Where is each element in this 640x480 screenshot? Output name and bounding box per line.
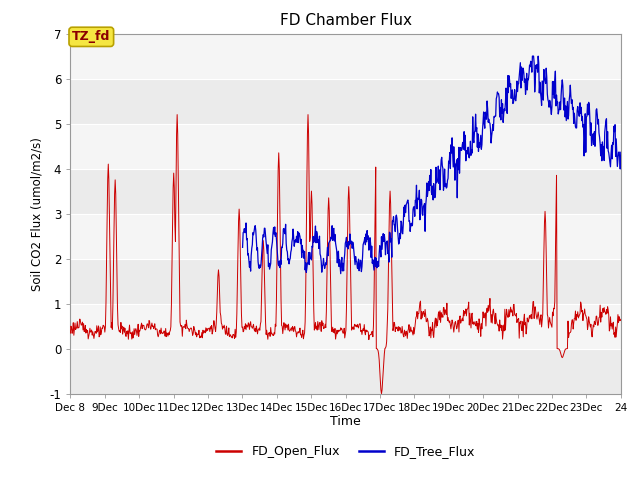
FD_Open_Flux (599, 306, 607, 312)
FD_Open_Flux (67, 330, 74, 336)
FD_Open_Flux (617, 318, 625, 324)
Legend: FD_Open_Flux, FD_Tree_Flux: FD_Open_Flux, FD_Tree_Flux (211, 440, 480, 463)
Title: FD Chamber Flux: FD Chamber Flux (280, 13, 412, 28)
FD_Open_Flux (296, 329, 303, 335)
FD_Open_Flux (591, 318, 598, 324)
Bar (70, 259, 621, 303)
Bar (70, 214, 621, 259)
Line: FD_Open_Flux: FD_Open_Flux (70, 115, 621, 394)
FD_Tree_Flux (295, 230, 303, 236)
FD_Open_Flux (93, 323, 100, 329)
Y-axis label: Soil CO2 Flux (umol/m2/s): Soil CO2 Flux (umol/m2/s) (31, 137, 44, 290)
FD_Tree_Flux (617, 149, 625, 155)
FD_Open_Flux (378, 391, 385, 396)
Bar (70, 348, 621, 394)
Bar (70, 303, 621, 348)
FD_Tree_Flux (391, 222, 399, 228)
Line: FD_Tree_Flux: FD_Tree_Flux (243, 56, 621, 274)
Bar (70, 123, 621, 168)
Bar (70, 34, 621, 79)
FD_Open_Flux (169, 222, 177, 228)
Text: TZ_fd: TZ_fd (72, 30, 111, 43)
FD_Open_Flux (173, 112, 181, 118)
X-axis label: Time: Time (330, 415, 361, 429)
FD_Tree_Flux (589, 131, 597, 137)
FD_Tree_Flux (598, 158, 605, 164)
Bar (70, 79, 621, 123)
Bar (70, 168, 621, 214)
FD_Open_Flux (392, 324, 399, 330)
